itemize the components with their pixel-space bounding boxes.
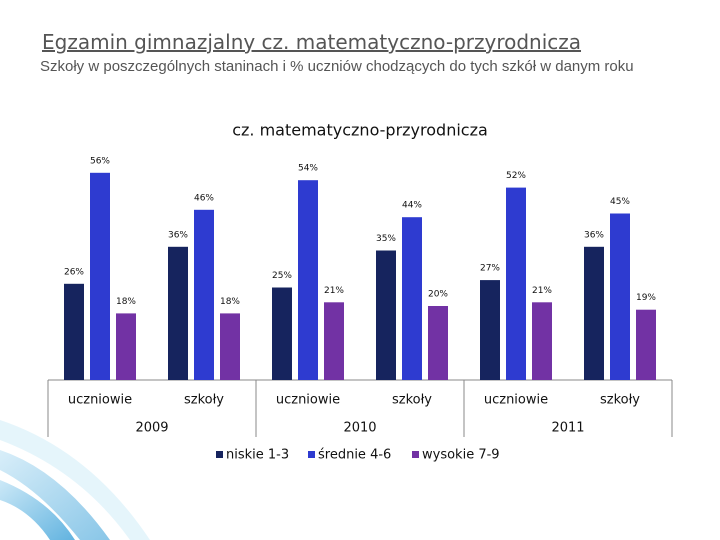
decoration <box>0 420 150 540</box>
value-label: 18% <box>220 297 240 307</box>
value-label: 46% <box>194 193 214 203</box>
x-tick-label: uczniowie <box>68 393 132 408</box>
legend-swatch <box>412 451 419 458</box>
decoration <box>0 450 110 540</box>
x-tick-label: szkoły <box>600 393 640 408</box>
slide-subtitle: Szkoły w poszczególnych staninach i % uc… <box>40 58 634 75</box>
bar <box>584 246 604 380</box>
group-label: 2011 <box>551 421 584 436</box>
bar <box>220 313 240 380</box>
legend-swatch <box>216 451 223 458</box>
slide-title: Egzamin gimnazjalny cz. matematyczno-prz… <box>42 30 582 54</box>
bar <box>428 306 448 380</box>
x-tick-label: szkoły <box>184 393 224 408</box>
value-label: 36% <box>168 230 188 240</box>
bar <box>506 187 526 380</box>
bar <box>376 250 396 380</box>
bar <box>272 287 292 380</box>
value-label: 20% <box>428 290 448 300</box>
x-tick-label: szkoły <box>392 393 432 408</box>
value-label: 27% <box>480 264 500 274</box>
x-tick-label: uczniowie <box>276 393 340 408</box>
bar <box>90 172 110 380</box>
bar <box>402 217 422 380</box>
bar <box>324 302 344 380</box>
value-label: 18% <box>116 297 136 307</box>
value-label: 56% <box>90 156 110 166</box>
bar <box>64 283 84 380</box>
value-label: 36% <box>584 230 604 240</box>
value-label: 25% <box>272 271 292 281</box>
bar <box>168 246 188 380</box>
bar <box>194 209 214 380</box>
value-label: 45% <box>610 197 630 207</box>
bar <box>532 302 552 380</box>
value-label: 54% <box>298 164 318 174</box>
chart-title: cz. matematyczno-przyrodnicza <box>232 121 488 140</box>
group-label: 2009 <box>135 421 168 436</box>
bar <box>116 313 136 380</box>
bar <box>298 180 318 380</box>
decoration <box>0 480 75 540</box>
bar <box>610 213 630 380</box>
bar <box>480 280 500 380</box>
value-label: 21% <box>532 286 552 296</box>
value-label: 26% <box>64 267 84 277</box>
legend-label: wysokie 7-9 <box>422 448 500 463</box>
bar <box>636 309 656 380</box>
value-label: 52% <box>506 171 526 181</box>
legend-label: średnie 4-6 <box>318 448 391 463</box>
value-label: 44% <box>402 201 422 211</box>
value-label: 21% <box>324 286 344 296</box>
value-label: 19% <box>636 293 656 303</box>
x-tick-label: uczniowie <box>484 393 548 408</box>
group-label: 2010 <box>343 421 376 436</box>
legend-label: niskie 1-3 <box>226 448 289 463</box>
legend-swatch <box>308 451 315 458</box>
value-label: 35% <box>376 234 396 244</box>
